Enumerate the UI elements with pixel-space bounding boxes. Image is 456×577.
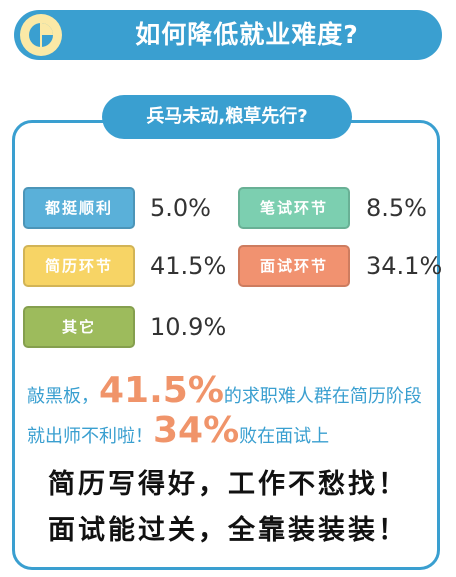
category-tile: 其它 (23, 306, 135, 348)
category-value: 8.5% (366, 194, 427, 222)
category-value: 41.5% (150, 252, 227, 280)
highlight-value: 34% (153, 410, 240, 451)
category-tile: 简历环节 (23, 245, 135, 287)
category-tile: 面试环节 (238, 245, 350, 287)
pie-icon (20, 14, 62, 56)
slogan-line: 面试能过关，全靠装装装！ (48, 515, 408, 546)
header-banner: 如何降低就业难度? (14, 10, 442, 60)
summary-line-2: 就出师不利啦！34%败在面试上 (27, 410, 329, 451)
summary-suffix: 的求职难人群在简历阶段 (223, 386, 422, 407)
summary-prefix: 敲黑板， (27, 386, 99, 407)
category-tile: 笔试环节 (238, 187, 350, 229)
category-value: 10.9% (150, 313, 227, 341)
summary-line-1: 敲黑板，41.5%的求职难人群在简历阶段 (27, 370, 422, 411)
highlight-value: 41.5% (99, 370, 224, 411)
card-subtitle: 兵马未动,粮草先行? (102, 95, 352, 139)
slogan-line: 简历写得好，工作不愁找！ (48, 469, 408, 500)
category-value: 5.0% (150, 194, 211, 222)
summary-prefix: 就出师不利啦！ (27, 426, 153, 447)
category-tile: 都挺顺利 (23, 187, 135, 229)
summary-suffix: 败在面试上 (239, 426, 330, 447)
page-title: 如何降低就业难度? (135, 20, 359, 49)
category-value: 34.1% (366, 252, 443, 280)
